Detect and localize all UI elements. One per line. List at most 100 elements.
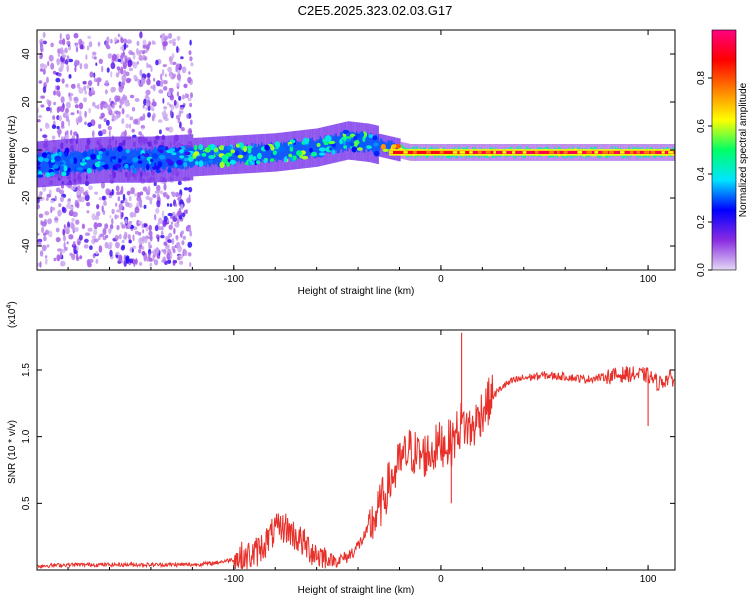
heatmap-noise <box>188 186 193 193</box>
heatmap-cell <box>292 155 297 161</box>
heatmap-cell <box>226 145 232 151</box>
heatmap-noise <box>99 233 105 238</box>
heatmap-core-dash <box>602 151 608 154</box>
heatmap-noise <box>44 211 50 216</box>
heatmap-core-dash <box>668 151 674 154</box>
heatmap-noise <box>110 38 113 44</box>
heatmap-band <box>288 141 291 158</box>
heatmap-noise <box>76 253 79 260</box>
heatmap-band <box>315 141 317 159</box>
heatmap-noise <box>94 105 99 109</box>
heatmap-cell <box>360 131 365 138</box>
heatmap-noise <box>40 95 45 99</box>
heatmap-noise <box>98 197 103 201</box>
heatmap-noise <box>189 130 192 134</box>
heatmap-noise <box>172 192 177 197</box>
heatmap-cell <box>284 156 288 163</box>
heatmap-noise <box>189 56 193 62</box>
heatmap-noise <box>125 202 130 207</box>
heatmap-band <box>303 138 305 156</box>
heatmap-band <box>130 147 132 169</box>
heatmap-noise <box>163 192 167 198</box>
heatmap-noise <box>125 78 131 84</box>
heatmap-noise <box>147 104 151 112</box>
colorbar-tick-label: 0.4 <box>696 167 707 181</box>
heatmap-noise <box>112 53 117 62</box>
heatmap-band <box>105 150 107 171</box>
y-tick-label: 40 <box>21 48 32 60</box>
heatmap-noise <box>136 61 139 65</box>
heatmap-noise <box>110 86 115 93</box>
heatmap-noise <box>66 241 69 245</box>
heatmap-band <box>248 146 251 163</box>
heatmap-cell <box>296 150 302 156</box>
heatmap-noise <box>178 110 182 118</box>
heatmap-noise <box>79 186 85 194</box>
heatmap-noise <box>78 102 84 110</box>
heatmap-noise <box>173 73 176 78</box>
heatmap-noise <box>86 210 90 214</box>
heatmap-noise <box>70 83 76 89</box>
heatmap-noise <box>61 206 65 212</box>
heatmap-cell <box>37 156 44 162</box>
heatmap-band <box>101 149 104 170</box>
heatmap-noise <box>78 87 84 94</box>
heatmap-band <box>351 131 353 149</box>
heatmap-noise <box>129 94 135 99</box>
heatmap-band <box>43 154 46 175</box>
heatmap-noise <box>148 224 152 232</box>
heatmap-band <box>270 142 272 159</box>
top-panel: -100 0 100 -40 -20 0 20 40 Height of straight … <box>7 29 676 297</box>
heatmap-band <box>312 140 315 157</box>
heatmap-noise <box>39 250 44 257</box>
heatmap-noise <box>41 43 44 51</box>
heatmap-band <box>318 139 320 156</box>
heatmap-band <box>376 138 378 156</box>
heatmap-noise <box>151 40 155 45</box>
heatmap-noise <box>162 64 167 68</box>
heatmap-cell <box>164 146 169 151</box>
heatmap-band <box>41 152 43 174</box>
heatmap-noise <box>176 45 179 54</box>
heatmap-noise <box>93 72 96 78</box>
heatmap-noise <box>138 237 143 245</box>
heatmap-band <box>198 149 201 166</box>
heatmap-core-dash <box>485 151 491 154</box>
heatmap-noise <box>89 245 93 251</box>
heatmap-noise <box>148 241 151 247</box>
heatmap-noise <box>66 55 70 62</box>
heatmap-noise <box>161 33 165 41</box>
heatmap-cell <box>301 155 309 160</box>
heatmap-noise <box>136 219 140 227</box>
heatmap-cell <box>373 150 380 157</box>
heatmap-noise <box>160 73 163 81</box>
heatmap-noise <box>107 104 112 112</box>
heatmap-band <box>324 136 326 154</box>
heatmap-cell <box>86 167 92 174</box>
heatmap-cell <box>153 146 157 154</box>
heatmap-noise <box>39 196 45 201</box>
heatmap-band <box>164 149 166 170</box>
heatmap-noise <box>170 104 175 111</box>
heatmap-band <box>94 152 96 173</box>
heatmap-cell <box>339 138 343 145</box>
heatmap-band <box>156 148 158 169</box>
heatmap-core-dash <box>452 151 458 154</box>
heatmap-noise <box>88 107 92 114</box>
heatmap-noise <box>76 190 81 196</box>
heatmap-band <box>145 147 147 169</box>
heatmap-cell <box>59 161 64 165</box>
top-x-ticks: -100 0 100 <box>67 30 657 285</box>
heatmap-noise <box>72 211 78 218</box>
heatmap-noise <box>50 42 54 48</box>
heatmap-band <box>177 147 179 169</box>
heatmap-band <box>228 148 230 166</box>
heatmap-noise <box>93 222 98 230</box>
heatmap-noise <box>104 89 108 95</box>
heatmap-noise <box>136 40 140 47</box>
heatmap-band <box>267 144 269 162</box>
heatmap-band <box>65 152 67 173</box>
heatmap-noise <box>52 115 56 120</box>
heatmap-cell <box>353 136 358 141</box>
heatmap-noise <box>37 197 40 204</box>
